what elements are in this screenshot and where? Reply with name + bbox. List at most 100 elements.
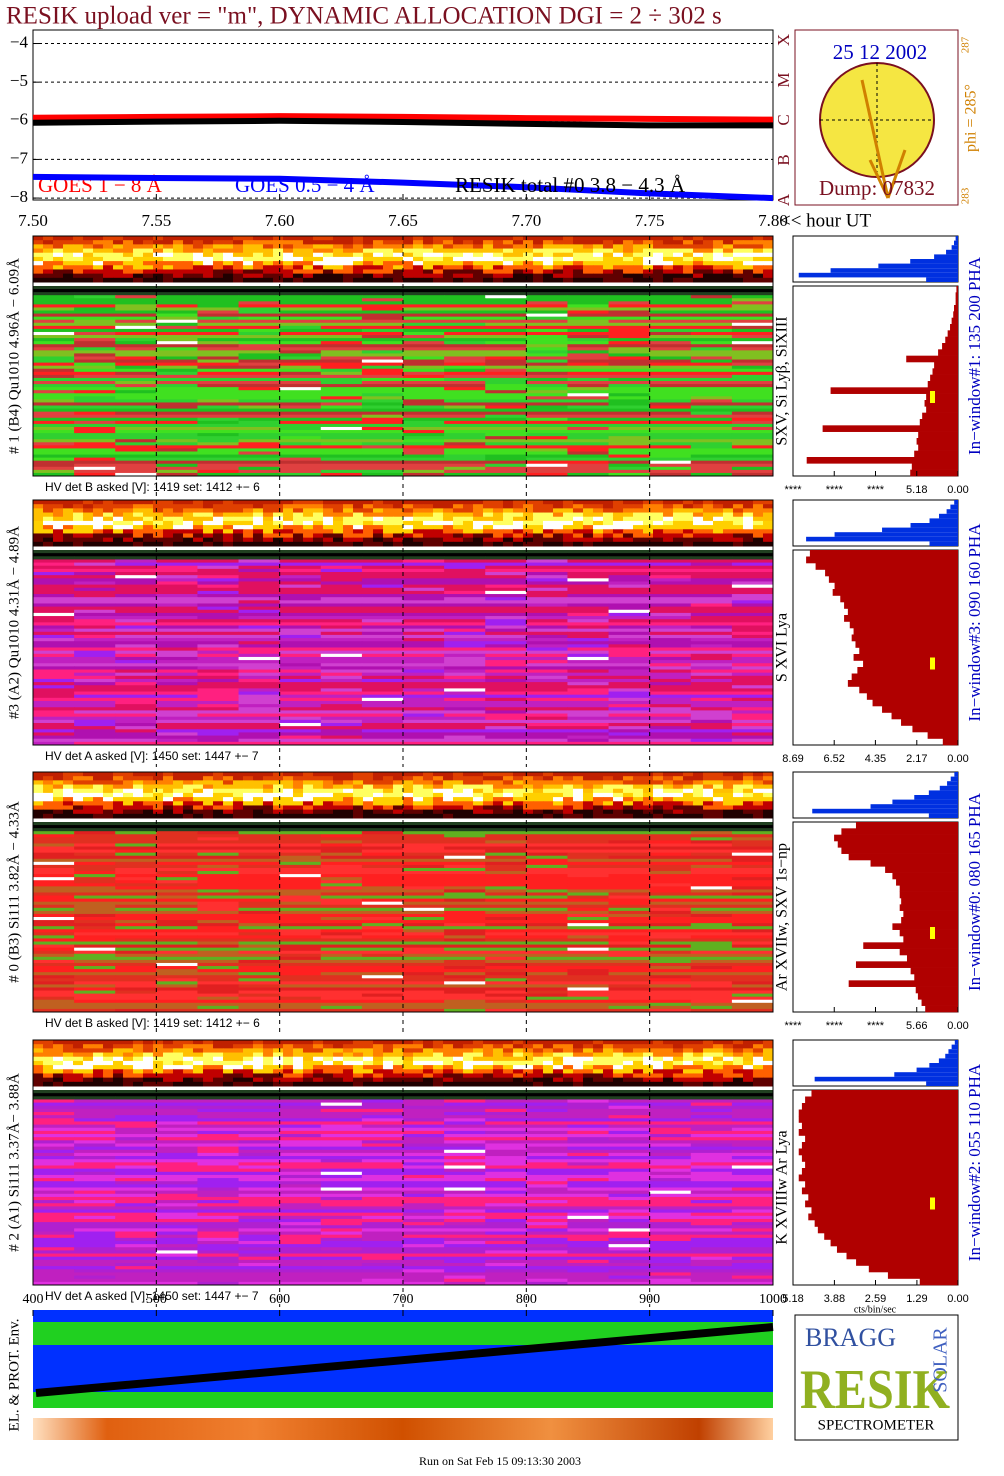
spectrum-cell — [156, 575, 198, 579]
spectrum-cell — [608, 298, 651, 302]
spectrum-cell — [403, 616, 445, 620]
pha-strip-cell — [633, 240, 644, 245]
spectrum-cell — [403, 732, 445, 737]
spectrum-cell — [690, 442, 733, 446]
spectrum-bar — [851, 634, 958, 642]
pha-strip-cell — [413, 529, 424, 534]
pha-strip-cell — [293, 529, 304, 534]
pha-strip-cell — [743, 500, 754, 505]
spectrum-cell — [115, 454, 157, 459]
spectrum-cell — [403, 335, 445, 339]
spectrum-cell — [649, 553, 692, 557]
spectrum-cell — [731, 423, 774, 428]
pha-strip-cell — [643, 508, 654, 514]
spectrum-cell — [567, 716, 610, 721]
spectrum-cell — [403, 713, 445, 718]
pha-strip-cell — [553, 776, 564, 781]
pha-strip-cell — [633, 537, 644, 543]
spectrum-cell — [526, 837, 568, 841]
pha-strip-cell — [573, 256, 584, 262]
pha-strip-cell — [293, 537, 304, 543]
pha-strip-cell — [93, 541, 104, 547]
spectrum-cell — [731, 713, 774, 718]
spectrum-bar — [806, 556, 958, 564]
spectrum-cell — [485, 423, 527, 428]
pha-strip-cell — [753, 273, 764, 279]
pha-strip-cell — [263, 533, 274, 539]
spectrum-cell — [238, 310, 281, 315]
pha-strip-cell — [583, 516, 594, 522]
spectrum-cell — [115, 641, 157, 645]
spectrum-cell — [526, 562, 568, 567]
spectrum-cell — [485, 381, 527, 385]
spectrum-cell — [238, 584, 281, 589]
pha-strip-cell — [343, 269, 354, 275]
pha-strip-cell — [543, 265, 554, 270]
pha-strip-cell — [293, 500, 304, 505]
pha-strip-cell — [463, 273, 474, 279]
spectrum-cell — [444, 399, 486, 403]
pha-strip-cell — [333, 784, 344, 790]
pha-strip-cell — [73, 813, 84, 819]
spectrum-cell — [444, 691, 486, 696]
spectrum-cell — [608, 726, 651, 730]
spectrum-bar — [955, 298, 958, 306]
spectrum-cell — [608, 587, 651, 592]
pha-strip-cell — [43, 772, 54, 777]
pha-strip-cell — [663, 780, 674, 786]
pha-strip-cell — [213, 525, 224, 530]
spectrum-cell — [74, 719, 116, 724]
pha-strip-cell — [423, 813, 434, 819]
pha-strip-cell — [143, 265, 154, 270]
spectrum-cell — [320, 587, 363, 592]
spectrum-cell — [649, 316, 692, 321]
spectrum-cell — [567, 678, 610, 683]
spectrum-cell — [279, 834, 322, 838]
pha-strip-cell — [453, 537, 464, 543]
y-tick-label: −6 — [10, 110, 28, 129]
spectrum-cell — [74, 390, 116, 394]
spectrum-cell — [115, 704, 157, 708]
pha-strip-cell — [553, 252, 564, 258]
pha-strip-cell — [443, 500, 454, 505]
pha-strip-cell — [133, 504, 144, 509]
spectrum-cell — [567, 399, 610, 403]
spectrum-cell — [238, 732, 281, 737]
spectrum-cell — [526, 603, 568, 608]
spectrum-cell — [690, 644, 733, 648]
spectrum-cell — [74, 399, 116, 403]
pha-bar — [806, 536, 958, 542]
pha-strip-cell — [673, 269, 684, 275]
spectrum-cell — [567, 682, 610, 686]
spectrum-cell — [361, 631, 404, 636]
spectrum-cell — [567, 301, 610, 305]
pha-strip-cell — [563, 797, 574, 802]
pha-strip-cell — [593, 252, 604, 258]
spectrum-cell — [33, 716, 75, 721]
spectrum-cell — [74, 825, 116, 829]
pha-strip-cell — [533, 252, 544, 258]
spectrum-cell — [238, 316, 281, 321]
spectrum-cell — [649, 371, 692, 376]
spectrum-cell — [731, 393, 774, 397]
spectrum-cell — [485, 587, 527, 592]
pha-strip-cell — [503, 244, 514, 250]
spectrum-cell — [526, 834, 568, 838]
pha-strip-cell — [413, 236, 424, 241]
pha-strip-cell — [63, 805, 74, 811]
spectrum-cell — [567, 353, 610, 357]
spectrum-cell — [403, 457, 445, 462]
spectrum-cell — [444, 454, 486, 459]
spectrum-cell — [403, 735, 445, 740]
spectrum-cell — [33, 341, 75, 345]
spectrum-cell — [320, 612, 363, 617]
pha-strip-cell — [733, 504, 744, 509]
pha-strip-cell — [443, 813, 454, 819]
spectrum-cell — [444, 694, 486, 699]
pha-strip-cell — [103, 252, 114, 258]
spectrum-cell — [485, 825, 527, 829]
spectrum-cell — [649, 319, 692, 324]
spectrum-cell — [238, 307, 281, 312]
spectrum-cell — [567, 704, 610, 708]
spectrum-cell — [320, 328, 363, 333]
